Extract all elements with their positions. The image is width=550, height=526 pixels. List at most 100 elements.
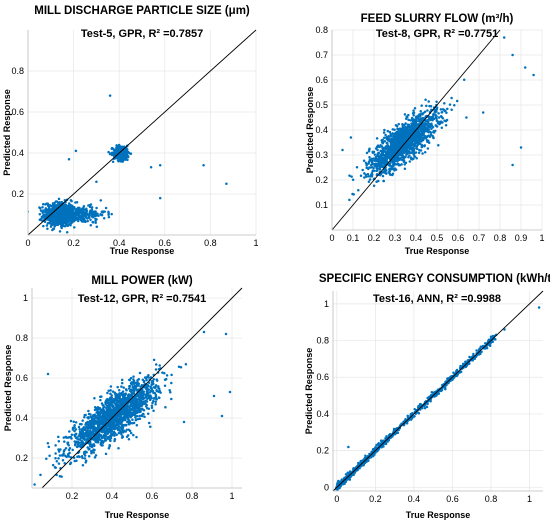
- data-point: [170, 373, 173, 377]
- data-point: [403, 167, 407, 170]
- data-point: [435, 119, 439, 122]
- data-point: [136, 393, 139, 397]
- data-point: [124, 409, 128, 412]
- data-point: [428, 104, 431, 108]
- data-point: [74, 428, 78, 431]
- data-point: [118, 392, 121, 395]
- data-point: [404, 131, 408, 134]
- data-point: [202, 330, 206, 334]
- data-point: [406, 150, 409, 154]
- data-point: [89, 218, 92, 221]
- data-point: [434, 116, 437, 119]
- data-point: [154, 402, 157, 406]
- data-point: [116, 156, 119, 160]
- data-point: [446, 107, 449, 111]
- data-point: [107, 389, 110, 392]
- data-point: [38, 207, 42, 210]
- data-point: [429, 131, 433, 134]
- data-point: [502, 36, 506, 39]
- data-point: [370, 157, 373, 161]
- data-point: [115, 409, 118, 413]
- data-point: [437, 120, 440, 123]
- data-point: [149, 389, 153, 393]
- data-point: [407, 113, 410, 117]
- data-point: [107, 447, 111, 450]
- data-point: [494, 338, 497, 341]
- x-tick-label: 0: [329, 233, 334, 243]
- data-point: [90, 206, 94, 209]
- data-point: [111, 390, 115, 393]
- data-point: [417, 114, 420, 117]
- data-point: [85, 213, 89, 216]
- data-point: [415, 147, 418, 150]
- data-point: [107, 150, 110, 154]
- y-tick-label: 0.7: [315, 50, 328, 60]
- data-point: [163, 378, 167, 382]
- y-tick-label: 0.2: [316, 446, 329, 456]
- data-point: [116, 396, 120, 399]
- data-point: [377, 156, 381, 159]
- data-point: [59, 214, 63, 217]
- data-point: [99, 409, 103, 412]
- data-point: [124, 430, 127, 433]
- data-point: [409, 127, 412, 131]
- data-point: [432, 129, 436, 133]
- data-point: [82, 217, 86, 221]
- data-point: [394, 159, 397, 162]
- data-point: [111, 160, 115, 164]
- x-tick-label: 1: [539, 233, 544, 243]
- data-point: [453, 104, 456, 107]
- data-point: [58, 230, 62, 233]
- data-point: [228, 390, 232, 394]
- data-point: [403, 163, 406, 166]
- data-point: [87, 436, 91, 439]
- data-point: [446, 377, 449, 381]
- data-point: [532, 73, 535, 77]
- data-point: [62, 203, 66, 206]
- y-tick-label: 0.2: [315, 175, 328, 185]
- data-point: [170, 381, 173, 385]
- data-point: [402, 140, 406, 143]
- data-point: [69, 461, 73, 464]
- data-point: [58, 219, 61, 223]
- data-point: [59, 208, 62, 211]
- data-point: [116, 407, 119, 411]
- data-point: [149, 396, 153, 399]
- data-point: [432, 136, 435, 140]
- data-point: [46, 239, 49, 242]
- y-tick-label: 0.6: [15, 373, 28, 383]
- data-point: [66, 441, 69, 444]
- data-point: [107, 401, 110, 405]
- data-point: [90, 445, 94, 449]
- data-point: [152, 409, 155, 413]
- data-point: [407, 123, 411, 127]
- data-point: [97, 407, 100, 411]
- data-point: [60, 212, 64, 215]
- data-point: [427, 100, 430, 103]
- data-point: [373, 153, 377, 156]
- data-point: [401, 155, 405, 158]
- data-point: [51, 209, 54, 212]
- data-point: [55, 206, 58, 209]
- x-tick-label: 0.8: [186, 491, 199, 501]
- data-point: [135, 435, 138, 439]
- data-point: [150, 404, 154, 407]
- data-point: [348, 174, 351, 177]
- data-point: [70, 217, 74, 220]
- data-point: [72, 426, 75, 430]
- data-point: [135, 414, 139, 418]
- data-point: [424, 98, 427, 101]
- data-point: [149, 385, 152, 389]
- y-tick-label: 0.6: [315, 75, 328, 85]
- data-point: [410, 147, 413, 151]
- data-point: [72, 456, 76, 460]
- data-point: [388, 138, 391, 142]
- data-point: [114, 398, 118, 402]
- data-point: [382, 131, 386, 134]
- data-point: [117, 143, 121, 147]
- data-point: [116, 149, 120, 152]
- data-point: [88, 215, 91, 218]
- data-point: [129, 381, 133, 385]
- data-point: [391, 132, 394, 135]
- data-point: [55, 237, 58, 240]
